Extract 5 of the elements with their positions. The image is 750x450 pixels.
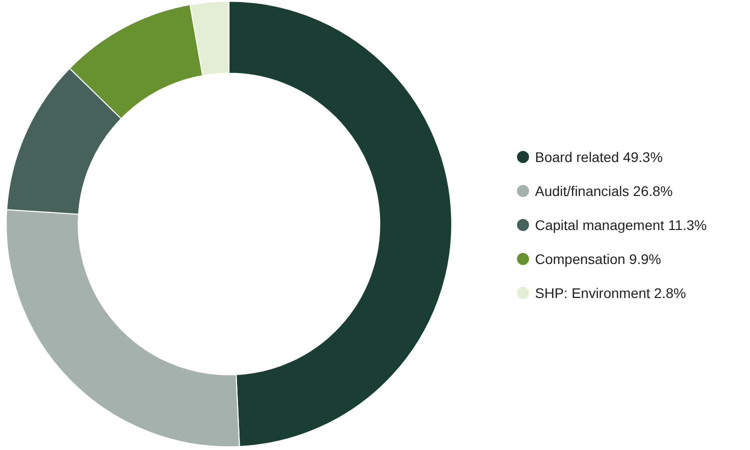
legend-label: Capital management 11.3% [535, 217, 707, 233]
legend-label: Board related 49.3% [535, 149, 663, 165]
legend-label: Compensation 9.9% [535, 251, 662, 267]
legend-label: SHP: Environment 2.8% [535, 285, 686, 301]
legend-label: Audit/financials 26.8% [535, 183, 673, 199]
